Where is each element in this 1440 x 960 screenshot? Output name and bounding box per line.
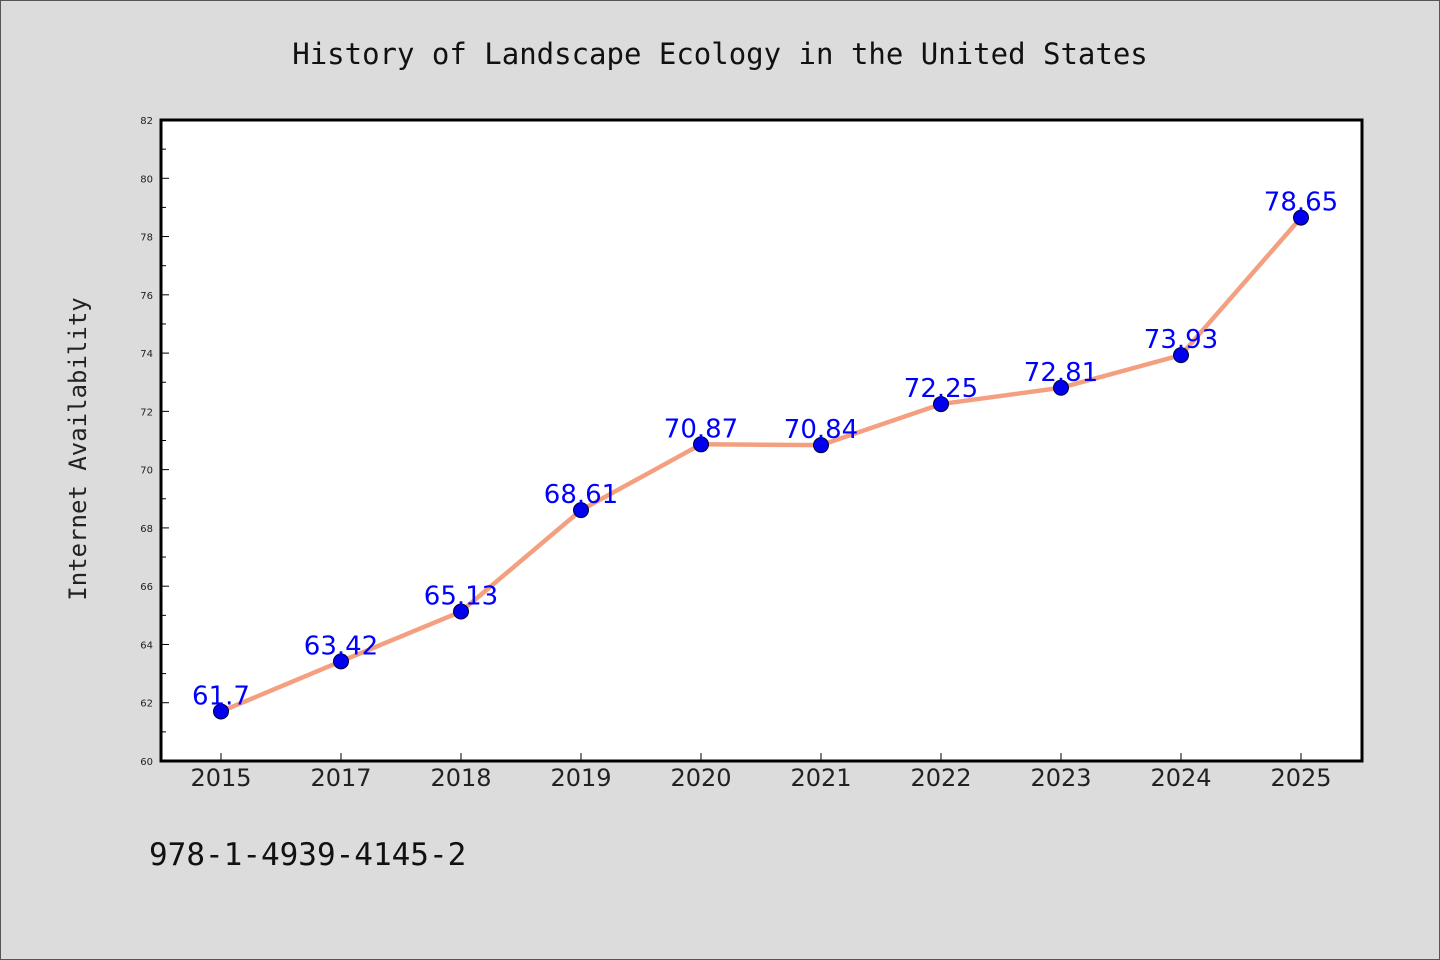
data-point xyxy=(453,603,469,620)
x-tick-label: 2018 xyxy=(430,764,491,792)
data-point xyxy=(1053,379,1069,396)
x-tick-label: 2019 xyxy=(550,764,611,792)
data-point xyxy=(573,502,589,519)
y-tick-label: 66 xyxy=(140,582,153,593)
y-tick-label: 62 xyxy=(140,699,153,710)
x-tick-label: 2025 xyxy=(1270,764,1331,792)
y-tick-label: 64 xyxy=(140,640,153,651)
x-tick-label: 2022 xyxy=(910,764,971,792)
series-layer: 61.7 63.42 65.13 68.61 70.87 70.84 72.25 72.81 7… xyxy=(192,188,1338,720)
x-tick-label: 2023 xyxy=(1030,764,1091,792)
data-point xyxy=(933,396,949,413)
x-tick-label: 2015 xyxy=(190,764,251,792)
y-tick-label: 80 xyxy=(140,174,153,185)
plot-frame xyxy=(159,118,1364,763)
data-point xyxy=(333,653,349,670)
y-tick-label: 82 xyxy=(140,116,153,127)
data-label: 73.93 xyxy=(1144,325,1218,355)
y-tick-label: 68 xyxy=(140,524,153,535)
y-tick-label: 76 xyxy=(140,291,153,302)
series-line xyxy=(218,215,1304,714)
data-label: 65.13 xyxy=(424,582,498,612)
data-label: 63.42 xyxy=(304,631,378,661)
data-label: 72.81 xyxy=(1024,358,1098,388)
x-tick-label: 2021 xyxy=(790,764,851,792)
data-point xyxy=(813,437,829,454)
data-point xyxy=(1293,209,1309,226)
data-point xyxy=(693,436,709,453)
data-label: 70.87 xyxy=(664,414,738,444)
data-label: 72.25 xyxy=(904,374,978,404)
x-tick-label: 2020 xyxy=(670,764,731,792)
y-tick-label: 78 xyxy=(140,233,153,244)
data-point xyxy=(1173,347,1189,364)
y-tick-label: 70 xyxy=(140,466,153,477)
y-tick-label: 60 xyxy=(140,757,153,768)
data-label: 68.61 xyxy=(544,480,618,510)
data-point xyxy=(213,703,229,720)
x-tick-label: 2017 xyxy=(310,764,371,792)
chart-title: History of Landscape Ecology in the Unit… xyxy=(292,37,1148,71)
y-tick-label: 72 xyxy=(140,407,153,418)
y-tick-label: 74 xyxy=(140,349,153,360)
x-tick-label: 2024 xyxy=(1150,764,1211,792)
y-axis-label: Internet Availability xyxy=(64,297,92,600)
isbn-text: 978-1-4939-4145-2 xyxy=(149,837,466,873)
data-label: 78.65 xyxy=(1264,188,1338,218)
axis-ticks: 60 62 64 66 68 70 72 74 76 78 80 82 2015 2017 2018 2019… xyxy=(140,116,1331,792)
data-label: 61.7 xyxy=(192,681,250,711)
data-label: 70.84 xyxy=(784,415,858,445)
